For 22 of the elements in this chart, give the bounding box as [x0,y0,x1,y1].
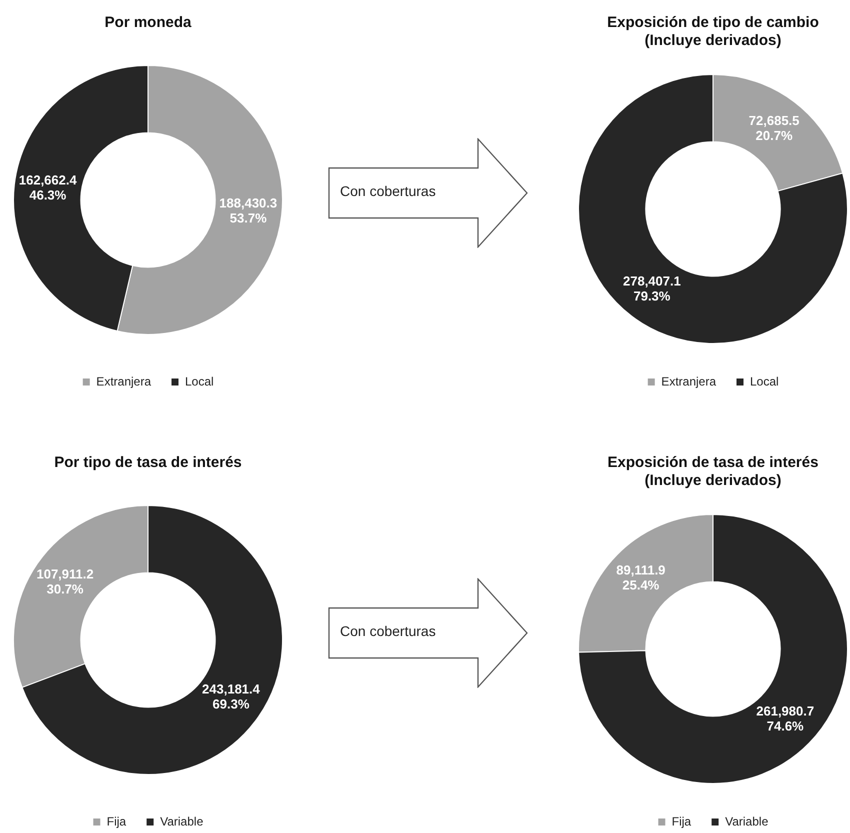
legend-label: Variable [160,814,204,828]
chart-title: Por tipo de tasa de interés [54,454,242,472]
data-label: 278,407.1 79.3% [623,273,681,304]
legend-label: Local [750,374,779,388]
data-label: 188,430.3 53.7% [219,196,278,226]
legend-label: Local [185,374,214,388]
chart-title: Exposición de tasa de interés (Incluye derivados) [608,454,818,490]
text: Con coberturas [340,623,436,639]
legend-label: Extranjera [96,374,152,388]
data-label: 261,980.7 74.6% [756,704,814,734]
data-label: 243,181.4 69.3% [202,681,261,712]
data-label: 89,111.9 25.4% [616,562,666,593]
data-label: 72,685.5 20.7% [748,112,800,143]
data-label: 107,911.2 30.7% [36,566,94,597]
legend-label: Variable [725,814,769,828]
chart-title: Exposición de tipo de cambio (Incluye derivados) [607,14,819,50]
data-label: 162,662.4 46.3% [18,172,78,202]
text: Con coberturas [340,183,436,199]
legend-label: Extranjera [661,374,716,388]
legend-label: Fija [106,814,126,828]
legend-label: Fija [672,814,692,828]
chart-title: Por moneda [104,14,192,32]
